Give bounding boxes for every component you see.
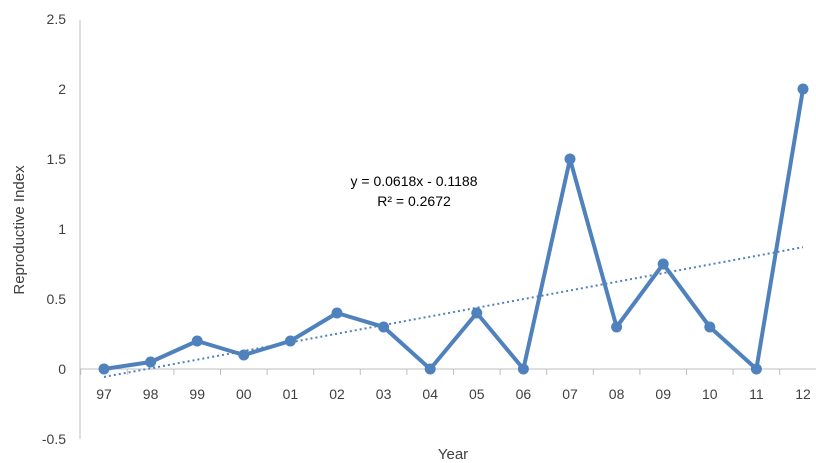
data-point [750,363,762,375]
x-tick-label: 99 [189,386,205,402]
data-point [564,153,576,165]
data-point [657,258,669,270]
x-tick-label: 00 [236,386,252,402]
data-point [611,321,623,333]
x-tick-label: 12 [795,386,811,402]
data-point [145,356,157,368]
series-points [98,83,809,375]
x-tick-label: 09 [655,386,671,402]
data-point [98,363,110,375]
y-tick-label: 2.5 [47,11,67,27]
trendline-equation: y = 0.0618x - 0.1188 [351,173,478,189]
y-tick-label: 1 [58,221,66,237]
x-tick-label: 98 [143,386,159,402]
trendline [103,246,804,378]
x-tick-label: 03 [376,386,392,402]
x-tick-label: 02 [329,386,345,402]
x-tick-label: 10 [702,386,718,402]
y-tick-label: -0.5 [42,431,66,447]
data-point [704,321,716,333]
data-point [471,307,483,319]
x-axis-title: Year [438,446,468,463]
data-point [517,363,529,375]
x-axis-tick-labels: 97 98 99 00 01 02 03 04 05 06 07 08 09 10 11 12 [96,386,811,402]
data-point [238,349,250,361]
x-tick-label: 06 [516,386,532,402]
y-axis-tick-labels: -0.5 0 0.5 1 1.5 2 2.5 [42,11,66,447]
x-tick-label: 11 [749,386,764,402]
y-tick-label: 2 [58,81,66,97]
data-point [378,321,390,333]
data-point [191,335,203,347]
data-point [797,83,809,95]
data-point [284,335,296,347]
trendline-r-squared: R² = 0.2672 [377,193,451,209]
data-point [424,363,436,375]
x-tick-label: 07 [562,386,578,402]
x-tick-label: 97 [96,386,112,402]
y-tick-label: 1.5 [47,151,67,167]
y-axis-title: Reproductive Index [11,165,28,295]
y-tick-label: 0 [58,361,66,377]
x-tick-label: 04 [422,386,438,402]
x-tick-label: 01 [283,386,299,402]
x-tick-label: 08 [609,386,625,402]
y-tick-label: 0.5 [47,291,67,307]
data-point [331,307,343,319]
series-line [103,88,805,371]
x-axis-tick-marks [80,369,781,375]
x-tick-label: 05 [469,386,485,402]
